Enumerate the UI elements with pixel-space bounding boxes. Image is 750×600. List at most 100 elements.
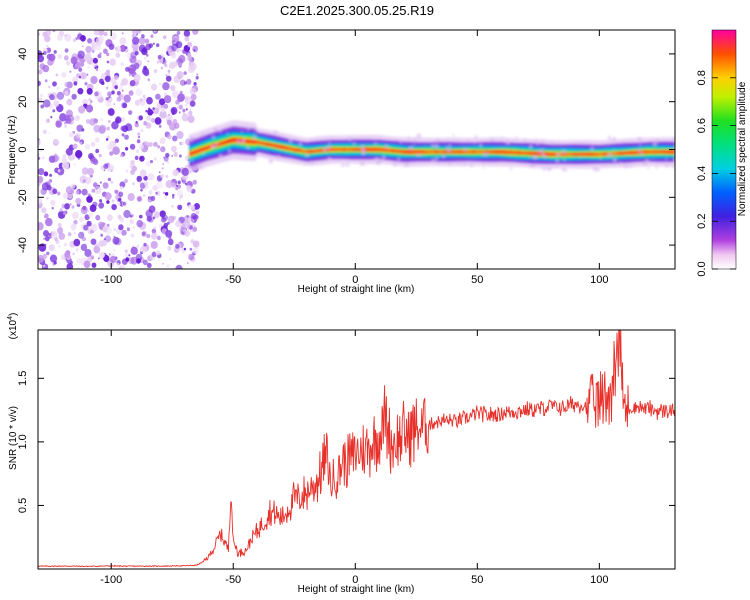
noise-speck [84, 177, 92, 185]
noise-speck [86, 195, 93, 203]
noise-speck [53, 50, 57, 54]
noise-speck [175, 124, 179, 128]
noise-speck [172, 119, 178, 124]
halo-speck [609, 138, 612, 141]
halo-speck [534, 140, 538, 145]
noise-speck [171, 204, 174, 208]
noise-speck [150, 34, 154, 38]
noise-speck [119, 181, 126, 188]
noise-speck [49, 173, 53, 177]
noise-speck [146, 115, 151, 121]
noise-speck [112, 248, 115, 251]
noise-speck [137, 132, 141, 136]
noise-speck [59, 208, 63, 212]
noise-speck [91, 50, 95, 53]
noise-speck [143, 97, 147, 101]
halo-speck [665, 158, 668, 161]
noise-speck [98, 257, 100, 260]
noise-speck [152, 42, 155, 45]
noise-speck [57, 191, 61, 196]
noise-speck [70, 183, 76, 189]
ridge-hotspot [470, 150, 477, 154]
ridge-hotspot [432, 150, 440, 154]
noise-speck [107, 177, 112, 182]
halo-speck [399, 141, 402, 144]
noise-speck [76, 258, 82, 264]
halo-speck [288, 138, 293, 143]
noise-speck [157, 145, 161, 149]
x-tick-label: 50 [471, 274, 483, 286]
noise-speck [38, 168, 45, 176]
noise-speck [90, 141, 96, 147]
noise-speck [49, 94, 55, 101]
ridge-hotspot [263, 142, 273, 146]
noise-speck [183, 81, 187, 85]
noise-speck [95, 214, 101, 221]
halo-speck [612, 137, 617, 141]
noise-speck [182, 108, 186, 113]
halo-speck [413, 143, 415, 146]
halo-speck [672, 137, 675, 141]
noise-speck [67, 232, 72, 237]
noise-speck [87, 66, 90, 69]
noise-speck [156, 61, 159, 64]
noise-speck [172, 193, 175, 197]
noise-speck [190, 239, 195, 244]
noise-speck [146, 96, 153, 105]
noise-speck [122, 201, 126, 206]
noise-speck [72, 252, 75, 255]
noise-speck [71, 205, 75, 209]
noise-speck [114, 189, 118, 194]
noise-speck [114, 75, 119, 81]
signal-ridge [188, 120, 675, 174]
noise-speck [105, 86, 109, 90]
halo-speck [268, 155, 271, 158]
ridge-hotspot [292, 148, 302, 152]
noise-speck [44, 213, 49, 219]
noise-speck [147, 78, 151, 82]
halo-speck [457, 160, 460, 164]
noise-speck [64, 124, 68, 128]
noise-speck [129, 218, 135, 224]
noise-speck [154, 226, 157, 229]
noise-speck [95, 68, 99, 71]
noise-speck [131, 165, 137, 172]
x-tick-label: -100 [100, 274, 122, 286]
noise-speck [128, 254, 131, 257]
colorbar-ticks: 0.0 0.2 0.4 0.6 0.8 [696, 70, 736, 277]
noise-speck [118, 86, 124, 91]
noise-speck [95, 137, 100, 143]
noise-speck [158, 124, 162, 128]
noise-speck [126, 227, 130, 231]
noise-speck [130, 246, 138, 255]
noise-speck [187, 52, 192, 58]
halo-speck [555, 159, 559, 163]
noise-speck [152, 107, 155, 110]
noise-speck [75, 132, 81, 139]
noise-speck [135, 253, 143, 262]
ridge-hotspot [456, 150, 465, 154]
noise-speck [192, 179, 197, 185]
halo-speck [211, 145, 214, 149]
noise-speck [178, 104, 183, 110]
noise-speck [186, 262, 189, 265]
noise-speck [80, 243, 88, 251]
noise-speck [68, 132, 74, 138]
noise-speck [153, 211, 160, 219]
halo-speck [241, 138, 246, 143]
noise-speck [151, 251, 157, 258]
noise-speck [143, 65, 148, 71]
colorbar-tick-label: 0.0 [696, 261, 708, 276]
noise-speck [100, 73, 106, 79]
noise-speck [186, 78, 192, 85]
noise-speck [134, 99, 141, 106]
noise-speck [123, 94, 131, 103]
noise-speck [189, 100, 196, 107]
noise-speck [80, 72, 87, 80]
noise-speck [124, 134, 129, 140]
noise-speck [125, 147, 129, 151]
halo-speck [215, 142, 219, 146]
noise-speck [132, 182, 135, 186]
noise-speck [148, 43, 153, 48]
halo-speck [352, 142, 356, 146]
